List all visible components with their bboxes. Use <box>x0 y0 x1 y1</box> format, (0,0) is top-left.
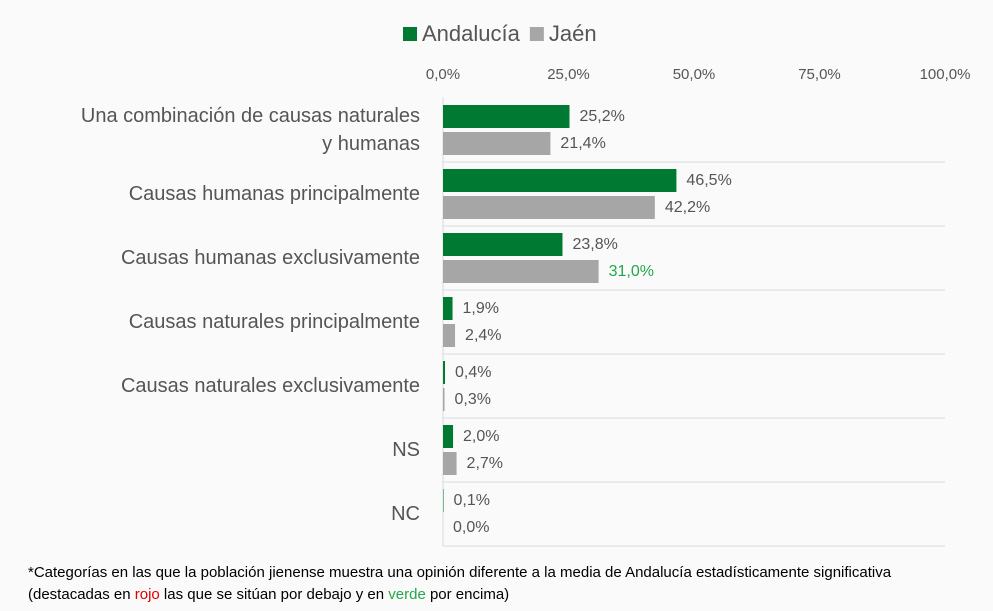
value-label: 42,2% <box>665 199 710 216</box>
bar <box>443 452 457 475</box>
legend-swatch <box>529 27 544 41</box>
value-label: 2,0% <box>463 428 499 445</box>
value-label: 0,4% <box>455 364 491 381</box>
x-tick-label: 50,0% <box>673 66 716 83</box>
value-label: 1,9% <box>463 300 499 317</box>
value-label: 2,4% <box>465 327 501 344</box>
footnote-text: *Categorías en las que la población jien… <box>28 564 892 603</box>
bar <box>443 425 454 448</box>
value-label: 0,1% <box>454 492 490 509</box>
value-label: 25,2% <box>580 108 625 125</box>
value-label: 0,0% <box>453 519 489 536</box>
y-tick-label: Causas naturales exclusivamente <box>120 375 420 397</box>
x-tick-label: 75,0% <box>798 66 841 83</box>
legend-label: Jaén <box>549 21 597 46</box>
bar <box>443 297 453 320</box>
bar <box>443 169 677 192</box>
y-tick-label: Causas naturales principalmente <box>128 311 420 333</box>
footnote-text: verde <box>388 586 426 603</box>
value-label: 46,5% <box>686 172 731 189</box>
footnote-text: las que se sitúan por debajo y en <box>159 586 389 603</box>
x-tick-label: 0,0% <box>426 66 460 83</box>
legend-label: Andalucía <box>422 21 521 46</box>
bar <box>443 132 551 155</box>
value-label: 23,8% <box>572 236 617 253</box>
bar <box>443 489 444 512</box>
bar <box>443 260 599 283</box>
bar <box>443 196 655 219</box>
footnote-text: rojo <box>134 586 160 603</box>
footnote: *Categorías en las que la población jien… <box>28 562 908 606</box>
y-tick-label: Causas humanas exclusivamente <box>120 247 420 269</box>
y-tick-label: NS <box>392 439 420 461</box>
footnote-text: por encima) <box>425 586 510 603</box>
x-tick-label: 100,0% <box>920 66 971 83</box>
x-tick-label: 25,0% <box>547 66 590 83</box>
value-label: 21,4% <box>560 135 605 152</box>
y-tick-label: Una combinación de causas naturales y hu… <box>80 105 420 155</box>
value-label: 2,7% <box>467 455 503 472</box>
legend-swatch <box>403 27 417 41</box>
bar <box>443 324 456 347</box>
bar <box>443 105 570 128</box>
bar <box>443 233 563 256</box>
value-label: 0,3% <box>455 391 491 408</box>
y-tick-label: Causas humanas principalmente <box>128 183 420 205</box>
y-tick-label: NC <box>391 503 420 525</box>
bar <box>443 361 446 384</box>
value-label: 31,0% <box>609 263 654 280</box>
bar <box>443 388 445 411</box>
